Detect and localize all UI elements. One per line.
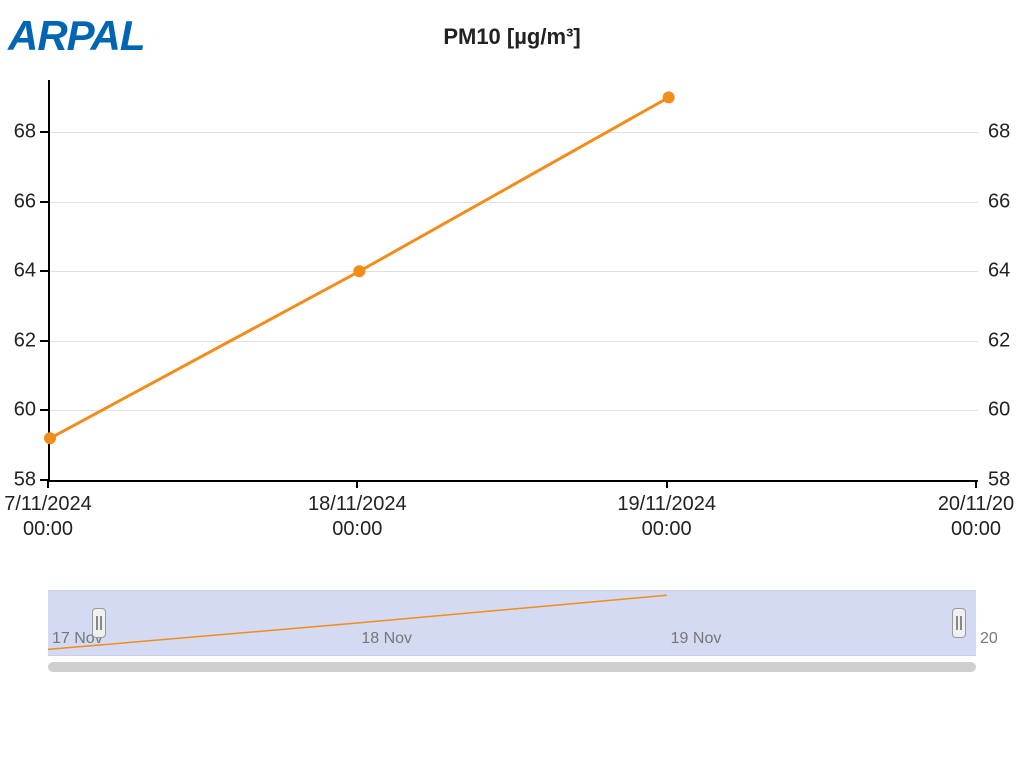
x-tick-label: 19/11/202400:00	[617, 492, 716, 542]
range-scroll-track[interactable]	[48, 662, 976, 672]
range-handle-left[interactable]	[92, 608, 106, 638]
y-tick-label-right: 62	[988, 329, 1010, 352]
y-tick-label-left: 58	[14, 469, 36, 492]
y-tick-label-left: 66	[14, 190, 36, 213]
x-tick-label: 18/11/202400:00	[308, 492, 407, 542]
y-tick-label-right: 60	[988, 399, 1010, 422]
x-tick-mark	[47, 480, 49, 488]
line-chart	[48, 80, 978, 482]
range-navigator-sparkline	[48, 590, 976, 656]
y-tick-label-left: 60	[14, 399, 36, 422]
y-tick-label-right: 66	[988, 190, 1010, 213]
x-tick-mark	[356, 480, 358, 488]
y-tick-mark	[40, 201, 48, 203]
y-tick-label-right: 58	[988, 469, 1010, 492]
y-tick-label-left: 68	[14, 121, 36, 144]
navigator-line	[48, 595, 667, 649]
y-tick-label-left: 62	[14, 329, 36, 352]
y-tick-label-right: 64	[988, 260, 1010, 283]
data-point[interactable]	[663, 91, 675, 103]
navigator-tick-label: 19 Nov	[671, 630, 722, 648]
navigator-tick-label: 18 Nov	[361, 630, 412, 648]
data-point[interactable]	[353, 265, 365, 277]
y-tick-mark	[40, 131, 48, 133]
data-point[interactable]	[44, 432, 56, 444]
y-tick-mark	[40, 409, 48, 411]
range-navigator[interactable]: 17 Nov18 Nov19 Nov20	[48, 590, 976, 676]
range-handle-right[interactable]	[952, 608, 966, 638]
y-tick-mark	[40, 340, 48, 342]
navigator-tick-label: 20	[980, 630, 998, 648]
y-tick-label-right: 68	[988, 121, 1010, 144]
y-tick-mark	[40, 270, 48, 272]
x-tick-mark	[975, 480, 977, 488]
x-tick-label: 20/11/2000:00	[938, 492, 1014, 542]
chart-line-svg	[50, 80, 978, 480]
x-tick-label: 7/11/202400:00	[4, 492, 92, 542]
y-tick-label-left: 64	[14, 260, 36, 283]
x-tick-mark	[666, 480, 668, 488]
chart-title: PM10 [µg/m³]	[0, 24, 1024, 50]
